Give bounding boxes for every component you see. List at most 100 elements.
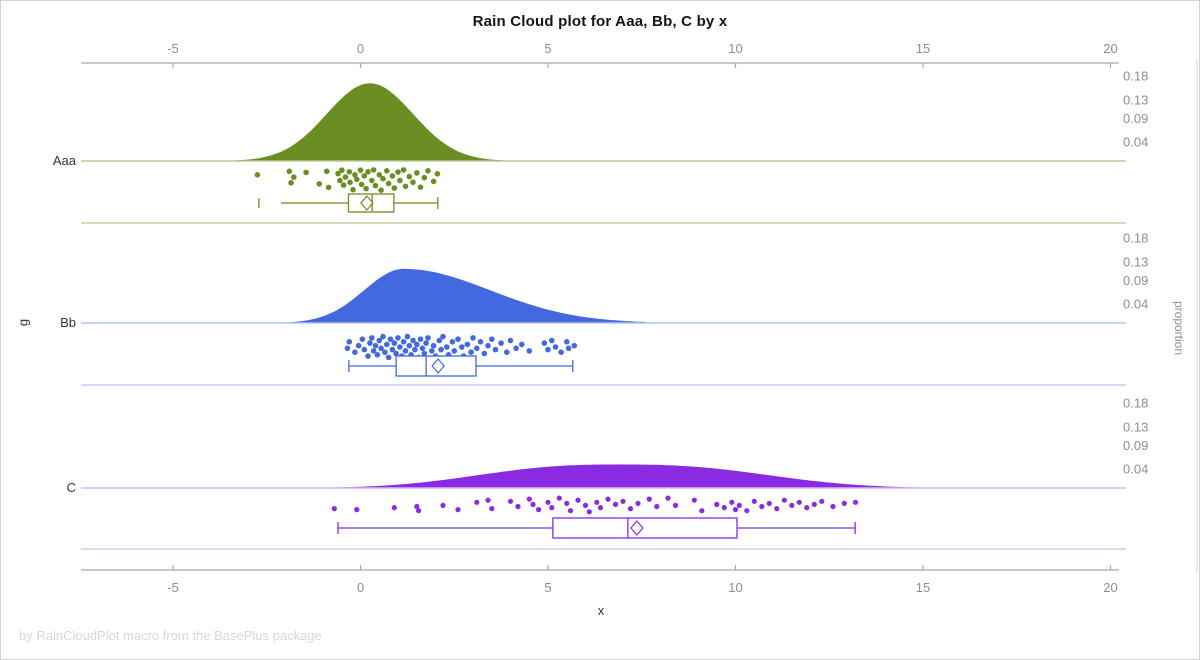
data-point — [571, 342, 578, 349]
data-point — [498, 340, 504, 346]
data-point — [393, 350, 399, 357]
data-point — [397, 177, 403, 184]
bottom-axis-tick-label: 10 — [728, 580, 742, 595]
data-point — [412, 346, 418, 353]
data-point — [489, 336, 495, 343]
data-point — [369, 335, 375, 341]
data-point — [635, 500, 641, 506]
data-point — [419, 345, 426, 352]
proportion-tick-label: 0.18 — [1123, 396, 1148, 411]
proportion-tick-label: 0.04 — [1123, 297, 1148, 312]
data-point — [468, 349, 474, 356]
data-point — [474, 499, 480, 505]
data-point — [507, 337, 514, 344]
data-point — [324, 168, 330, 175]
data-point — [342, 174, 349, 180]
proportion-tick-label: 0.18 — [1123, 69, 1148, 84]
data-point — [485, 497, 491, 503]
proportion-tick-label: 0.09 — [1123, 111, 1148, 126]
data-point — [374, 352, 381, 358]
data-point — [363, 185, 369, 192]
data-point — [361, 346, 368, 353]
data-point — [444, 344, 450, 350]
data-point — [796, 499, 802, 505]
data-point — [530, 501, 536, 507]
data-point — [402, 348, 409, 354]
data-point — [612, 501, 619, 507]
top-axis-tick-label: 15 — [916, 41, 930, 56]
group-label-bb: Bb — [60, 315, 76, 330]
data-point — [397, 344, 403, 350]
data-point — [526, 496, 532, 502]
data-point — [372, 182, 379, 189]
data-point — [402, 183, 409, 190]
data-point — [744, 508, 750, 514]
top-axis-tick-label: 20 — [1103, 41, 1117, 56]
proportion-tick-label: 0.09 — [1123, 273, 1148, 288]
data-point — [541, 340, 548, 346]
proportion-tick-label: 0.13 — [1123, 254, 1148, 269]
proportion-tick-label: 0.04 — [1123, 135, 1148, 150]
data-point — [378, 345, 384, 352]
data-point — [830, 503, 836, 510]
data-point — [391, 505, 397, 511]
data-point — [526, 348, 533, 354]
data-point — [429, 348, 435, 354]
data-point — [376, 172, 383, 178]
data-point — [714, 501, 720, 507]
data-point — [732, 507, 739, 513]
data-point — [369, 177, 375, 184]
bottom-axis-tick-label: 15 — [916, 580, 930, 595]
data-point — [430, 178, 437, 185]
data-point — [759, 503, 765, 510]
data-point — [594, 499, 600, 505]
data-point — [359, 336, 366, 343]
density-curve-aaa — [214, 83, 504, 161]
data-point — [545, 499, 551, 505]
proportion-tick-label: 0.04 — [1123, 462, 1148, 477]
data-point — [254, 172, 261, 178]
data-point — [384, 341, 390, 348]
data-point — [438, 346, 444, 353]
data-point — [352, 172, 358, 178]
data-point — [303, 169, 309, 176]
data-point — [425, 168, 431, 174]
data-point — [751, 498, 757, 504]
data-point — [549, 505, 555, 511]
group-label-aaa: Aaa — [52, 153, 76, 168]
data-point — [440, 333, 446, 340]
data-point — [721, 505, 727, 511]
data-point — [504, 349, 510, 356]
data-point — [605, 496, 611, 502]
data-point — [804, 505, 810, 511]
data-point — [389, 346, 396, 353]
data-point — [646, 496, 652, 502]
data-point — [449, 339, 456, 345]
data-point — [372, 342, 379, 349]
data-point — [665, 495, 671, 501]
data-point — [385, 180, 392, 187]
data-point — [384, 168, 390, 174]
data-point — [654, 503, 660, 510]
bottom-axis-tick-label: 0 — [357, 580, 364, 595]
data-point — [552, 344, 559, 350]
data-point — [354, 176, 360, 183]
data-point — [391, 340, 398, 346]
data-point — [395, 169, 401, 175]
data-point — [414, 170, 420, 176]
mean-diamond — [630, 520, 644, 536]
data-point — [766, 500, 772, 506]
data-point — [316, 181, 323, 187]
data-point — [513, 345, 519, 352]
data-point — [485, 342, 491, 349]
data-point — [325, 184, 332, 191]
data-point — [355, 342, 362, 349]
data-point — [410, 179, 416, 186]
data-point — [357, 167, 364, 173]
data-point — [477, 339, 484, 345]
data-point — [567, 508, 574, 514]
data-point — [436, 337, 443, 344]
data-point — [365, 353, 371, 359]
data-point — [564, 339, 570, 345]
